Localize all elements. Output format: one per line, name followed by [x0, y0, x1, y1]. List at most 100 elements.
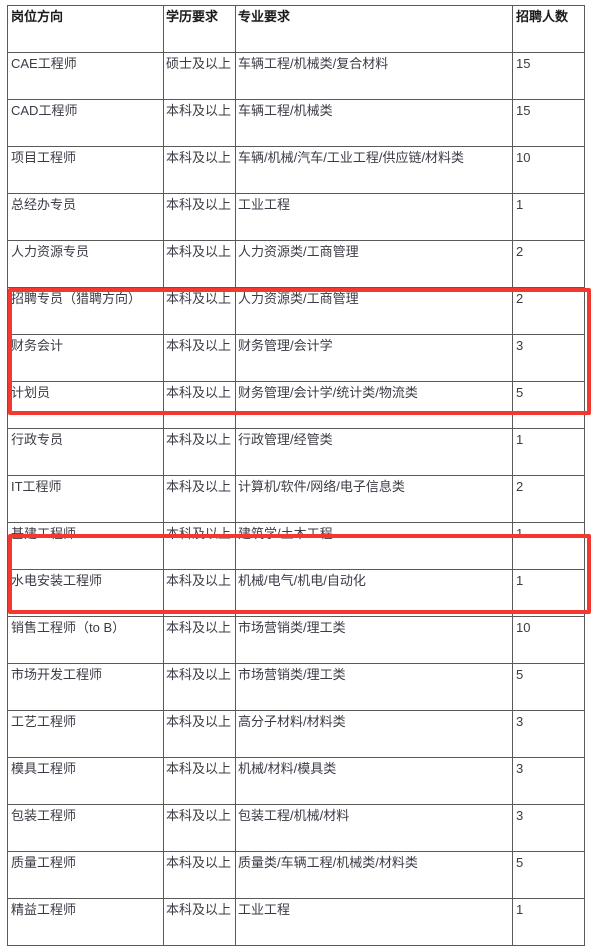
cell-major: 工业工程 [235, 898, 513, 946]
cell-major: 财务管理/会计学/统计类/物流类 [235, 381, 513, 429]
cell-major: 工业工程 [235, 193, 513, 241]
cell-education: 本科及以上 [163, 757, 236, 805]
cell-count: 1 [512, 898, 585, 946]
table-row: 质量工程师 本科及以上 质量类/车辆工程/机械类/材料类 5 [7, 851, 585, 899]
cell-position: IT工程师 [7, 475, 164, 523]
cell-count: 5 [512, 663, 585, 711]
table-row: 市场开发工程师 本科及以上 市场营销类/理工类 5 [7, 663, 585, 711]
table-row: 行政专员 本科及以上 行政管理/经管类 1 [7, 428, 585, 476]
cell-education: 本科及以上 [163, 522, 236, 570]
cell-position: 行政专员 [7, 428, 164, 476]
cell-count: 1 [512, 193, 585, 241]
cell-count: 15 [512, 99, 585, 147]
cell-position: 总经办专员 [7, 193, 164, 241]
recruitment-table-container: 岗位方向 学历要求 专业要求 招聘人数 CAE工程师 硕士及以上 车辆工程/机械类/… [7, 5, 591, 946]
cell-major: 机械/电气/机电/自动化 [235, 569, 513, 617]
table-row: 项目工程师 本科及以上 车辆/机械/汽车/工业工程/供应链/材料类 10 [7, 146, 585, 194]
cell-count: 15 [512, 52, 585, 100]
table-header-row: 岗位方向 学历要求 专业要求 招聘人数 [7, 5, 585, 53]
column-header-position: 岗位方向 [7, 5, 164, 53]
cell-count: 2 [512, 287, 585, 335]
cell-major: 行政管理/经管类 [235, 428, 513, 476]
cell-count: 2 [512, 475, 585, 523]
cell-major: 高分子材料/材料类 [235, 710, 513, 758]
cell-education: 本科及以上 [163, 334, 236, 382]
table-row: CAE工程师 硕士及以上 车辆工程/机械类/复合材料 15 [7, 52, 585, 100]
cell-position: 市场开发工程师 [7, 663, 164, 711]
cell-count: 3 [512, 710, 585, 758]
cell-major: 质量类/车辆工程/机械类/材料类 [235, 851, 513, 899]
table-row: 包装工程师 本科及以上 包装工程/机械/材料 3 [7, 804, 585, 852]
table-row: 精益工程师 本科及以上 工业工程 1 [7, 898, 585, 946]
cell-position: 项目工程师 [7, 146, 164, 194]
cell-position: 水电安装工程师 [7, 569, 164, 617]
cell-major: 建筑学/土木工程 [235, 522, 513, 570]
cell-education: 硕士及以上 [163, 52, 236, 100]
column-header-education: 学历要求 [163, 5, 236, 53]
cell-education: 本科及以上 [163, 428, 236, 476]
cell-count: 1 [512, 428, 585, 476]
cell-education: 本科及以上 [163, 146, 236, 194]
cell-position: 工艺工程师 [7, 710, 164, 758]
cell-education: 本科及以上 [163, 898, 236, 946]
cell-major: 计算机/软件/网络/电子信息类 [235, 475, 513, 523]
cell-major: 市场营销类/理工类 [235, 663, 513, 711]
cell-education: 本科及以上 [163, 710, 236, 758]
table-row: 水电安装工程师 本科及以上 机械/电气/机电/自动化 1 [7, 569, 585, 617]
cell-position: 招聘专员（猎聘方向） [7, 287, 164, 335]
cell-position: 包装工程师 [7, 804, 164, 852]
cell-major: 包装工程/机械/材料 [235, 804, 513, 852]
cell-count: 5 [512, 851, 585, 899]
cell-education: 本科及以上 [163, 193, 236, 241]
cell-major: 车辆工程/机械类 [235, 99, 513, 147]
table-row: 工艺工程师 本科及以上 高分子材料/材料类 3 [7, 710, 585, 758]
cell-major: 车辆/机械/汽车/工业工程/供应链/材料类 [235, 146, 513, 194]
cell-education: 本科及以上 [163, 475, 236, 523]
table-row: 财务会计 本科及以上 财务管理/会计学 3 [7, 334, 585, 382]
cell-education: 本科及以上 [163, 381, 236, 429]
cell-education: 本科及以上 [163, 569, 236, 617]
cell-major: 人力资源类/工商管理 [235, 240, 513, 288]
cell-position: 模具工程师 [7, 757, 164, 805]
cell-count: 5 [512, 381, 585, 429]
cell-position: 人力资源专员 [7, 240, 164, 288]
cell-count: 10 [512, 616, 585, 664]
cell-count: 1 [512, 569, 585, 617]
cell-position: CAD工程师 [7, 99, 164, 147]
table-row: 人力资源专员 本科及以上 人力资源类/工商管理 2 [7, 240, 585, 288]
table-row: 模具工程师 本科及以上 机械/材料/模具类 3 [7, 757, 585, 805]
cell-position: 财务会计 [7, 334, 164, 382]
cell-education: 本科及以上 [163, 804, 236, 852]
cell-position: 精益工程师 [7, 898, 164, 946]
table-row: 基建工程师 本科及以上 建筑学/土木工程 1 [7, 522, 585, 570]
cell-education: 本科及以上 [163, 99, 236, 147]
table-header: 岗位方向 学历要求 专业要求 招聘人数 [7, 5, 585, 53]
cell-position: 质量工程师 [7, 851, 164, 899]
table-row: 销售工程师（to B） 本科及以上 市场营销类/理工类 10 [7, 616, 585, 664]
cell-count: 3 [512, 334, 585, 382]
cell-education: 本科及以上 [163, 851, 236, 899]
cell-count: 1 [512, 522, 585, 570]
cell-major: 人力资源类/工商管理 [235, 287, 513, 335]
table-row: 招聘专员（猎聘方向） 本科及以上 人力资源类/工商管理 2 [7, 287, 585, 335]
cell-education: 本科及以上 [163, 240, 236, 288]
table-row: CAD工程师 本科及以上 车辆工程/机械类 15 [7, 99, 585, 147]
cell-count: 3 [512, 804, 585, 852]
table-row: 总经办专员 本科及以上 工业工程 1 [7, 193, 585, 241]
cell-position: 计划员 [7, 381, 164, 429]
cell-major: 财务管理/会计学 [235, 334, 513, 382]
table-row: 计划员 本科及以上 财务管理/会计学/统计类/物流类 5 [7, 381, 585, 429]
cell-count: 3 [512, 757, 585, 805]
cell-position: 基建工程师 [7, 522, 164, 570]
cell-education: 本科及以上 [163, 287, 236, 335]
cell-position: 销售工程师（to B） [7, 616, 164, 664]
cell-position: CAE工程师 [7, 52, 164, 100]
column-header-major: 专业要求 [235, 5, 513, 53]
recruitment-table: 岗位方向 学历要求 专业要求 招聘人数 CAE工程师 硕士及以上 车辆工程/机械类/… [7, 5, 585, 946]
cell-major: 机械/材料/模具类 [235, 757, 513, 805]
table-body: CAE工程师 硕士及以上 车辆工程/机械类/复合材料 15 CAD工程师 本科及以上 车辆工… [7, 52, 585, 946]
cell-major: 车辆工程/机械类/复合材料 [235, 52, 513, 100]
cell-count: 2 [512, 240, 585, 288]
cell-major: 市场营销类/理工类 [235, 616, 513, 664]
column-header-count: 招聘人数 [512, 5, 585, 53]
